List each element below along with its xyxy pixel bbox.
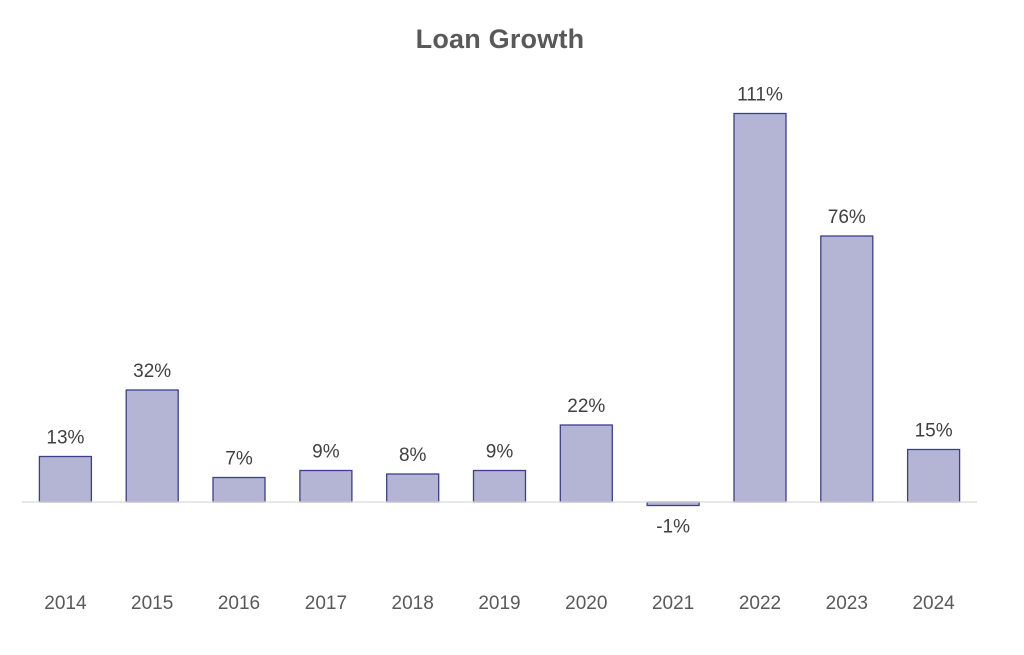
data-label-2019: 9% xyxy=(486,442,514,463)
data-label-2021: -1% xyxy=(656,517,690,538)
x-tick-label-2015: 2015 xyxy=(131,593,173,614)
chart-title: Loan Growth xyxy=(415,24,585,54)
x-tick-label-2014: 2014 xyxy=(44,593,87,614)
data-label-2015: 32% xyxy=(133,361,171,382)
data-labels-group: 13% 32% 7% 9% 8% 9% 22% -1% 111% 76% 15% xyxy=(46,85,952,538)
x-tick-label-2019: 2019 xyxy=(478,593,520,614)
x-tick-label-2024: 2024 xyxy=(912,593,955,614)
bar-2018 xyxy=(386,473,440,503)
data-label-2017: 9% xyxy=(312,442,340,463)
x-tick-label-2023: 2023 xyxy=(826,593,868,614)
bar-2015 xyxy=(125,389,179,503)
x-tick-label-2017: 2017 xyxy=(305,593,347,614)
bar-2024 xyxy=(906,448,961,503)
data-label-2024: 15% xyxy=(915,421,953,442)
bar-2016 xyxy=(212,476,266,503)
x-tick-label-2022: 2022 xyxy=(739,593,781,614)
bar-2017 xyxy=(299,469,353,503)
data-label-2022: 111% xyxy=(737,85,783,106)
data-label-2018: 8% xyxy=(399,445,427,466)
data-label-2016: 7% xyxy=(225,449,253,470)
x-tick-label-2016: 2016 xyxy=(218,593,260,614)
bar-2019 xyxy=(472,469,527,503)
x-tick-label-2020: 2020 xyxy=(565,593,607,614)
data-label-2014: 13% xyxy=(46,428,84,449)
bar-2023 xyxy=(820,235,874,503)
x-tick-label-2018: 2018 xyxy=(392,593,434,614)
x-tick-labels-group: 2014 2015 2016 2017 2018 2019 2020 2021 2022 2023… xyxy=(44,593,955,614)
bar-2014 xyxy=(38,455,93,503)
bar-2022 xyxy=(733,112,787,503)
bar-2020 xyxy=(559,424,613,503)
data-label-2020: 22% xyxy=(567,396,605,417)
data-label-2023: 76% xyxy=(828,207,866,228)
x-tick-label-2021: 2021 xyxy=(652,593,694,614)
bars-group xyxy=(38,112,961,507)
